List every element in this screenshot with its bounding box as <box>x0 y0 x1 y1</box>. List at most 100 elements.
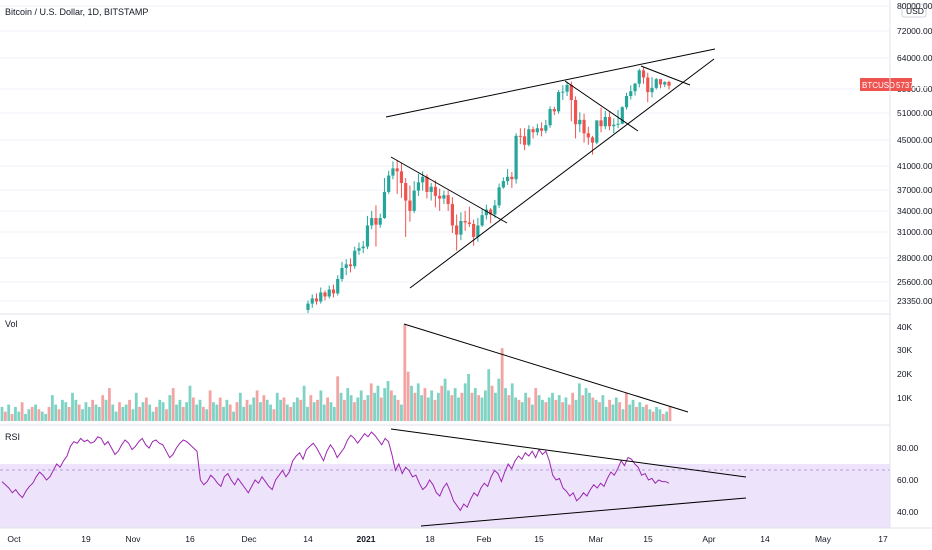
candle <box>314 293 319 305</box>
price-tick-label: 31000.00 <box>897 227 932 237</box>
volume-bar <box>178 399 182 421</box>
price-badge: BTCUSD 57375.20 <box>860 78 930 91</box>
candle-body <box>459 220 463 235</box>
volume-bar <box>265 399 269 421</box>
volume-bar <box>557 395 561 421</box>
candle-body <box>412 190 416 211</box>
candle <box>450 197 454 234</box>
volume-bar <box>57 409 61 421</box>
volume-bar <box>101 395 105 421</box>
volume-bar <box>134 392 138 421</box>
candle <box>493 199 497 219</box>
volume-bar <box>10 413 14 421</box>
candle-body <box>620 107 624 124</box>
candle-body <box>306 303 310 310</box>
price-tick-label: 25600.00 <box>897 277 932 287</box>
volume-bar <box>131 409 135 421</box>
candle <box>412 181 416 214</box>
candle <box>603 110 607 130</box>
volume-bar <box>635 406 638 421</box>
volume-bar <box>289 406 293 421</box>
candle <box>433 180 438 208</box>
candle <box>654 77 658 90</box>
candle-body <box>467 222 471 224</box>
candle <box>569 81 573 122</box>
candle-body <box>463 220 467 223</box>
candle-body <box>650 87 654 93</box>
rsi-lower-trendline <box>420 497 747 527</box>
volume-bar <box>661 413 665 421</box>
candle-body <box>510 176 514 180</box>
candle-body <box>450 203 454 226</box>
volume-bar <box>71 392 74 421</box>
candle-body <box>348 264 353 267</box>
candle-body <box>641 70 646 78</box>
volume-bar <box>279 399 283 421</box>
candle <box>480 208 484 227</box>
volume-bar <box>567 404 571 421</box>
candle-body <box>595 120 599 143</box>
volume-bar <box>403 324 407 421</box>
candle <box>357 242 361 255</box>
volume-bar <box>242 406 246 421</box>
candle <box>556 89 561 114</box>
volume-bar <box>507 395 511 421</box>
candle-body <box>506 176 510 182</box>
candle-body <box>438 195 442 199</box>
volume-bar <box>151 411 155 421</box>
candle-body <box>314 298 319 302</box>
volume-bar <box>638 402 642 421</box>
volume-bar <box>433 399 437 421</box>
volume-bar <box>423 388 427 421</box>
volume-bar <box>262 395 266 421</box>
volume-bar <box>426 397 430 421</box>
candle <box>382 178 387 219</box>
volume-bar <box>235 402 239 421</box>
time-tick-label: Apr <box>702 534 715 544</box>
candle <box>523 128 527 151</box>
candlestick-series <box>306 67 671 314</box>
candle-body <box>646 77 650 93</box>
volume-bar <box>389 390 393 421</box>
candle-body <box>578 119 582 125</box>
volume-bar <box>510 383 514 421</box>
candle <box>327 285 331 299</box>
candle-body <box>340 267 344 279</box>
candle <box>612 118 616 134</box>
volume-bar <box>94 404 98 421</box>
candle-body <box>569 84 573 100</box>
volume-bar <box>561 402 564 421</box>
volume-bar <box>564 397 568 421</box>
volume-bar <box>591 397 595 421</box>
candle <box>650 77 654 98</box>
candle-body <box>561 91 565 93</box>
currency-badge[interactable]: USD <box>901 3 927 18</box>
candle-body <box>544 125 548 131</box>
candle-body <box>612 124 616 127</box>
volume-bar <box>554 399 558 421</box>
candle <box>552 106 556 116</box>
price-tick-label: 41000.00 <box>897 161 932 171</box>
volume-bar <box>396 399 400 421</box>
volume-bar <box>379 397 383 421</box>
volume-bar <box>97 406 101 421</box>
candle-body <box>552 109 556 112</box>
candle-body <box>565 84 569 92</box>
price-tick-label: 58000.00 <box>897 84 932 94</box>
volume-bar <box>238 392 242 421</box>
candle-body <box>573 99 578 125</box>
volume-bar <box>191 397 195 421</box>
rsi-band <box>0 464 890 528</box>
volume-bar <box>406 371 410 421</box>
volume-bar <box>225 399 229 421</box>
candle-body <box>663 82 667 85</box>
volume-bar <box>641 406 645 421</box>
time-tick-label: Nov <box>125 534 141 544</box>
candle-body <box>590 137 595 143</box>
candle <box>561 85 565 100</box>
candle-body <box>455 225 459 235</box>
volume-bar <box>537 395 541 421</box>
candle <box>378 213 382 228</box>
volume-bar <box>67 406 71 421</box>
